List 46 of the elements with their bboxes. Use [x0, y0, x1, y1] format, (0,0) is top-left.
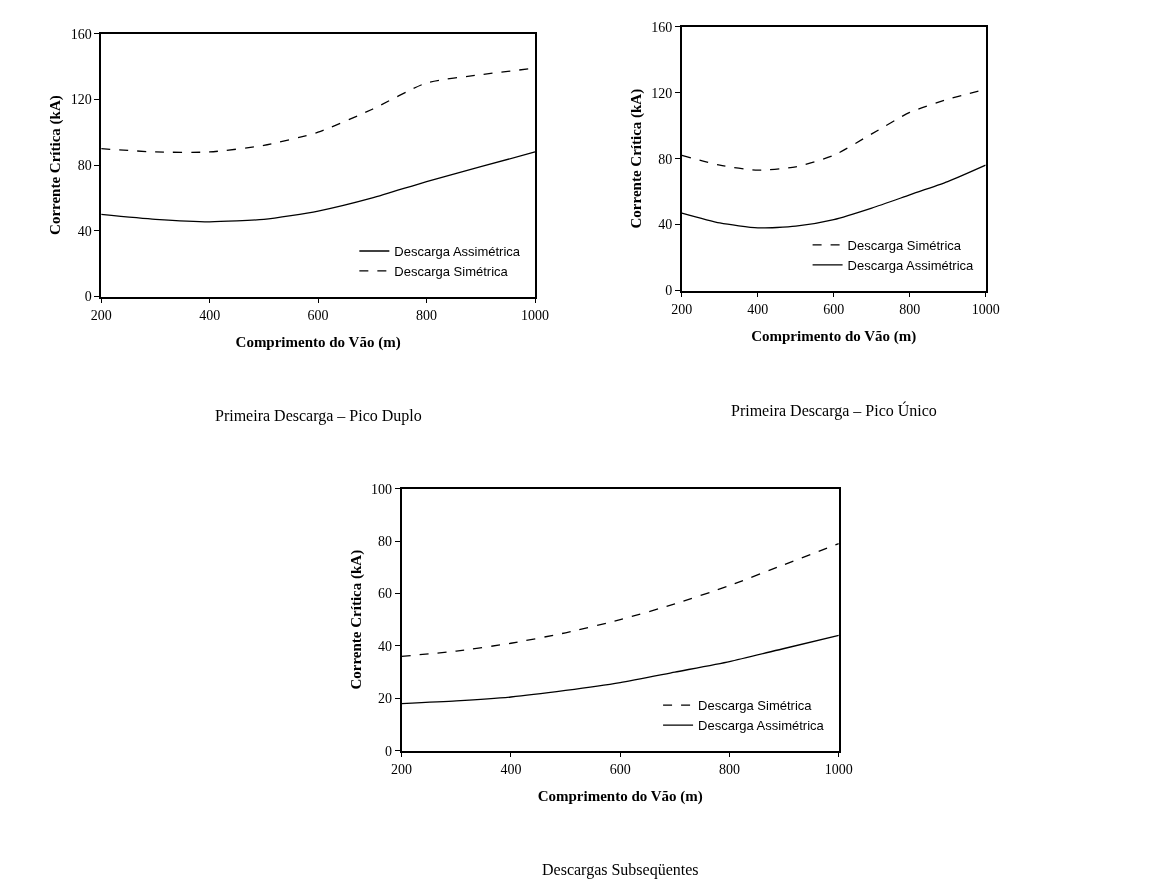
y-tick-label: 160 — [70, 26, 92, 42]
x-tick-label: 800 — [416, 308, 438, 324]
legend-label: Descarga Assimétrica — [847, 257, 975, 273]
x-axis-title: Comprimento do Vão (m) — [235, 333, 401, 351]
y-tick-label: 80 — [77, 158, 92, 173]
x-axis-title: Comprimento do Vão (m) — [751, 327, 917, 345]
y-tick-label: 160 — [651, 19, 673, 35]
x-tick-label: 200 — [671, 302, 693, 318]
y-tick-label: 0 — [385, 743, 393, 759]
y-tick-label: 80 — [658, 151, 673, 167]
legend-label: Descarga Simétrica — [394, 263, 509, 279]
y-axis-title: Corrente Crítica (kA) — [628, 88, 646, 229]
y-tick-label: 20 — [378, 691, 393, 707]
x-tick-label: 1000 — [971, 302, 1000, 318]
x-tick-label: 200 — [90, 308, 112, 324]
x-tick-label: 400 — [199, 308, 221, 324]
x-tick-label: 200 — [391, 762, 413, 778]
legend-label: Descarga Simétrica — [698, 698, 813, 714]
y-tick-label: 40 — [77, 223, 92, 239]
y-tick-label: 40 — [378, 638, 393, 654]
x-tick-label: 800 — [899, 302, 921, 318]
y-tick-label: 0 — [665, 283, 673, 299]
y-tick-label: 120 — [70, 92, 92, 108]
x-tick-label: 600 — [609, 762, 631, 778]
x-axis-title: Comprimento do Vão (m) — [537, 787, 703, 805]
x-tick-label: 600 — [307, 308, 329, 324]
text: Primeira Descarga – Pico Único — [731, 401, 937, 420]
text: Descargas Subseqüentes — [542, 861, 699, 879]
x-tick-label: 400 — [747, 302, 769, 318]
legend-label: Descarga Assimétrica — [698, 718, 825, 734]
y-axis-title: Corrente Crítica (kA) — [47, 95, 65, 235]
x-tick-label: 600 — [823, 302, 845, 318]
x-tick-label: 800 — [719, 762, 741, 778]
y-tick-label: 60 — [378, 586, 393, 602]
y-tick-label: 0 — [84, 289, 92, 305]
x-tick-label: 1000 — [521, 308, 550, 324]
legend-label: Descarga Simétrica — [847, 238, 962, 253]
x-tick-label: 400 — [500, 762, 522, 778]
x-tick-label: 1000 — [824, 762, 853, 778]
y-axis-title: Corrente Crítica (kA) — [347, 549, 365, 690]
legend-label: Descarga Assimétrica — [394, 244, 521, 260]
y-tick-label: 40 — [658, 217, 673, 233]
y-tick-label: 80 — [378, 533, 393, 549]
y-tick-label: 120 — [651, 85, 673, 101]
y-tick-label: 100 — [371, 481, 393, 497]
text: Primeira Descarga – Pico Duplo — [215, 407, 422, 425]
